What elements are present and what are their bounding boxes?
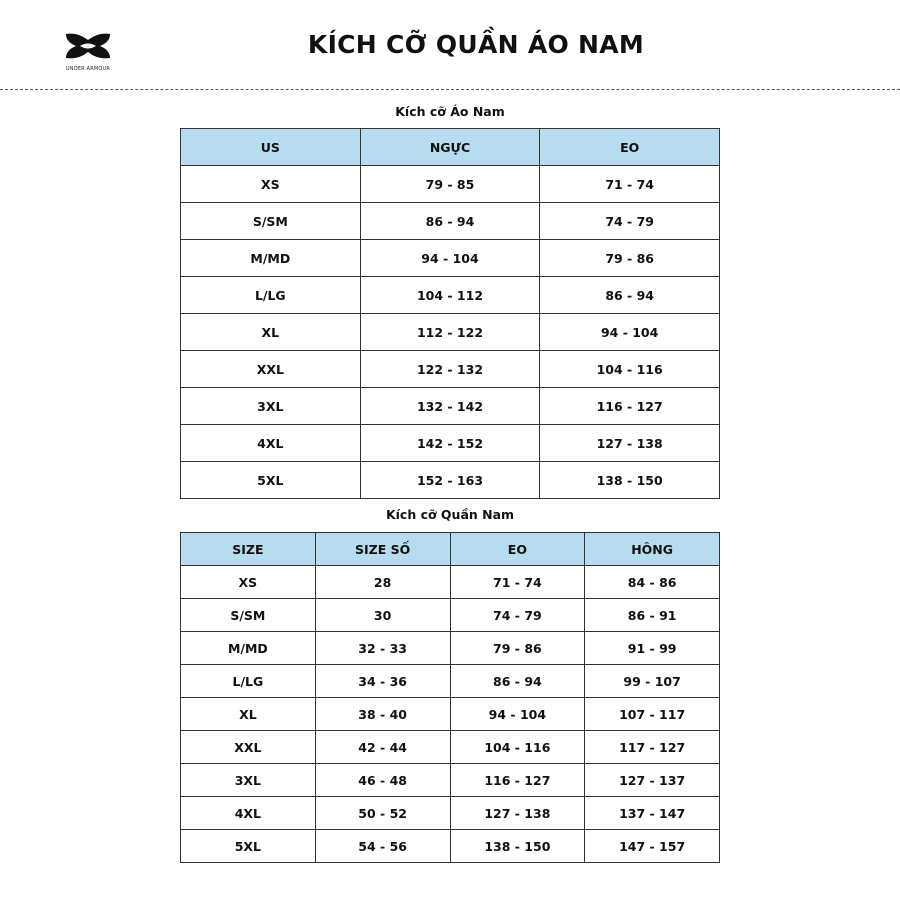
- shirt-size-table: US NGỰC EO XS 79 - 85 71 - 74 S/SM 86 - 94 74…: [180, 128, 720, 499]
- column-header: US: [180, 128, 361, 166]
- table-cell: 79 - 85: [359, 165, 541, 203]
- table-cell: 138 - 150: [449, 829, 586, 863]
- table-cell: XXL: [180, 730, 316, 764]
- shirt-table-caption: Kích cỡ Áo Nam: [395, 104, 505, 119]
- table-cell: 142 - 152: [359, 424, 541, 462]
- table-cell: 116 - 127: [539, 387, 720, 425]
- table-cell: XS: [180, 165, 361, 203]
- table-cell: 79 - 86: [539, 239, 720, 277]
- table-cell: 99 - 107: [584, 664, 720, 698]
- table-row: XS 28 71 - 74 84 - 86: [180, 565, 720, 599]
- table-row: 3XL 46 - 48 116 - 127 127 - 137: [180, 763, 720, 797]
- table-row: XXL 122 - 132 104 - 116: [180, 350, 720, 388]
- table-cell: 122 - 132: [359, 350, 541, 388]
- table-row: M/MD 94 - 104 79 - 86: [180, 239, 720, 277]
- column-header: EO: [539, 128, 720, 166]
- table-cell: 84 - 86: [584, 565, 720, 599]
- table-cell: 104 - 116: [449, 730, 586, 764]
- table-row: M/MD 32 - 33 79 - 86 91 - 99: [180, 631, 720, 665]
- table-row: S/SM 86 - 94 74 - 79: [180, 202, 720, 240]
- table-cell: L/LG: [180, 664, 316, 698]
- table-cell: 116 - 127: [449, 763, 586, 797]
- table-cell: 46 - 48: [314, 763, 451, 797]
- table-cell: 91 - 99: [584, 631, 720, 665]
- table-cell: 38 - 40: [314, 697, 451, 731]
- divider: [0, 89, 900, 90]
- table-cell: XL: [180, 313, 361, 351]
- table-cell: 86 - 94: [449, 664, 586, 698]
- under-armour-logo-icon: [66, 33, 110, 59]
- table-row: 3XL 132 - 142 116 - 127: [180, 387, 720, 425]
- page-title: KÍCH CỠ QUẦN ÁO NAM: [307, 30, 645, 59]
- table-cell: 137 - 147: [584, 796, 720, 830]
- table-cell: 28: [314, 565, 451, 599]
- table-row: XL 112 - 122 94 - 104: [180, 313, 720, 351]
- column-header: HÔNG: [584, 532, 720, 566]
- table-cell: 127 - 138: [449, 796, 586, 830]
- table-cell: 71 - 74: [539, 165, 720, 203]
- table-cell: 79 - 86: [449, 631, 586, 665]
- brand-name: UNDER ARMOUR: [65, 66, 111, 72]
- column-header: SIZE: [180, 532, 316, 566]
- table-cell: 132 - 142: [359, 387, 541, 425]
- table-cell: XXL: [180, 350, 361, 388]
- column-header: NGỰC: [359, 128, 541, 166]
- table-cell: M/MD: [180, 631, 316, 665]
- table-cell: 94 - 104: [449, 697, 586, 731]
- table-cell: 3XL: [180, 387, 361, 425]
- table-cell: 104 - 116: [539, 350, 720, 388]
- table-cell: 86 - 91: [584, 598, 720, 632]
- column-header: EO: [449, 532, 586, 566]
- table-cell: 74 - 79: [449, 598, 586, 632]
- table-cell: 71 - 74: [449, 565, 586, 599]
- table-row: 4XL 50 - 52 127 - 138 137 - 147: [180, 796, 720, 830]
- table-cell: 152 - 163: [359, 461, 541, 499]
- table-cell: XL: [180, 697, 316, 731]
- table-cell: 3XL: [180, 763, 316, 797]
- table-cell: L/LG: [180, 276, 361, 314]
- table-row: XXL 42 - 44 104 - 116 117 - 127: [180, 730, 720, 764]
- column-header: SIZE SỐ: [314, 532, 451, 566]
- table-row: L/LG 104 - 112 86 - 94: [180, 276, 720, 314]
- table-cell: 42 - 44: [314, 730, 451, 764]
- table-row: 4XL 142 - 152 127 - 138: [180, 424, 720, 462]
- table-row: 5XL 54 - 56 138 - 150 147 - 157: [180, 829, 720, 863]
- table-cell: 4XL: [180, 796, 316, 830]
- table-cell: 112 - 122: [359, 313, 541, 351]
- table-cell: 34 - 36: [314, 664, 451, 698]
- table-cell: 5XL: [180, 461, 361, 499]
- table-cell: 94 - 104: [359, 239, 541, 277]
- table-cell: 5XL: [180, 829, 316, 863]
- table-cell: 127 - 138: [539, 424, 720, 462]
- table-cell: 107 - 117: [584, 697, 720, 731]
- table-cell: XS: [180, 565, 316, 599]
- pants-size-table: SIZE SIZE SỐ EO HÔNG XS 28 71 - 74 84 - 86 S…: [180, 532, 720, 863]
- table-cell: 104 - 112: [359, 276, 541, 314]
- table-row: L/LG 34 - 36 86 - 94 99 - 107: [180, 664, 720, 698]
- table-row: XS 79 - 85 71 - 74: [180, 165, 720, 203]
- table-cell: 32 - 33: [314, 631, 451, 665]
- table-cell: M/MD: [180, 239, 361, 277]
- table-cell: S/SM: [180, 598, 316, 632]
- table-cell: 117 - 127: [584, 730, 720, 764]
- brand-logo: UNDER ARMOUR: [58, 32, 118, 72]
- table-cell: 86 - 94: [359, 202, 541, 240]
- table-cell: 127 - 137: [584, 763, 720, 797]
- table-cell: 30: [314, 598, 451, 632]
- pants-table-caption: Kích cỡ Quần Nam: [385, 507, 515, 522]
- table-row: XL 38 - 40 94 - 104 107 - 117: [180, 697, 720, 731]
- table-row: 5XL 152 - 163 138 - 150: [180, 461, 720, 499]
- table-cell: 74 - 79: [539, 202, 720, 240]
- table-row: S/SM 30 74 - 79 86 - 91: [180, 598, 720, 632]
- table-cell: 4XL: [180, 424, 361, 462]
- table-cell: 54 - 56: [314, 829, 451, 863]
- table-cell: 138 - 150: [539, 461, 720, 499]
- table-cell: 147 - 157: [584, 829, 720, 863]
- table-cell: S/SM: [180, 202, 361, 240]
- table-cell: 94 - 104: [539, 313, 720, 351]
- table-cell: 50 - 52: [314, 796, 451, 830]
- table-cell: 86 - 94: [539, 276, 720, 314]
